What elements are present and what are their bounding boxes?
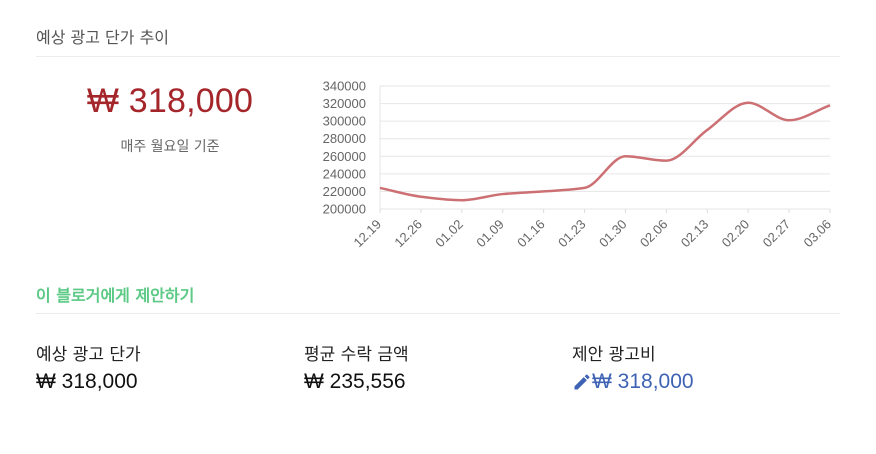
y-tick-label: 280000 — [323, 131, 366, 146]
y-tick-label: 220000 — [323, 184, 366, 199]
series-line — [379, 101, 831, 202]
x-tick-label: 01.23 — [555, 217, 589, 251]
x-tick-label: 02.06 — [637, 217, 671, 251]
pencil-icon[interactable] — [572, 372, 592, 392]
divider-top — [36, 56, 840, 57]
price-trend-chart: 340000 320000 300000 280000 260000 240000 2200… — [323, 79, 835, 251]
x-tick-label: 01.30 — [596, 217, 630, 251]
stat-value-average-accepted: ₩ 235,556 — [304, 370, 406, 393]
x-tick-label: 01.02 — [432, 217, 466, 251]
stat-label-proposed-fee: 제안 광고비 — [572, 345, 656, 365]
x-tick-label: 02.27 — [760, 217, 794, 251]
x-tick-label: 12.19 — [351, 217, 385, 251]
stat-label-average-accepted: 평균 수락 금액 — [304, 345, 409, 365]
x-tick-label: 12.26 — [391, 217, 425, 251]
stat-value-proposed-fee: ₩ 318,000 — [592, 370, 694, 393]
y-tick-label: 200000 — [323, 202, 366, 217]
y-tick-label: 300000 — [323, 114, 366, 129]
y-tick-label: 240000 — [323, 166, 366, 181]
chart-series — [379, 101, 831, 202]
x-tick-label: 02.20 — [719, 217, 753, 251]
proposed-fee-edit-button[interactable]: ₩ 318,000 — [572, 370, 694, 394]
current-price: ₩ 318,000 — [86, 82, 254, 120]
y-tick-label: 260000 — [323, 149, 366, 164]
x-tick-label: 01.16 — [514, 217, 548, 251]
y-tick-label: 340000 — [323, 79, 366, 94]
section-title: 예상 광고 단가 추이 — [36, 28, 170, 47]
stat-value-expected-price: ₩ 318,000 — [36, 370, 138, 393]
stat-label-expected-price: 예상 광고 단가 — [36, 345, 141, 365]
divider-bottom — [36, 313, 840, 314]
y-tick-label: 320000 — [323, 96, 366, 111]
x-tick-label: 01.09 — [473, 217, 507, 251]
x-axis-ticks: 12.19 12.26 01.02 01.09 01.16 01.23 01.30 02.06… — [351, 209, 835, 251]
chart-grid — [379, 85, 830, 210]
x-tick-label: 03.06 — [801, 217, 835, 251]
y-axis-ticks: 340000 320000 300000 280000 260000 240000 2200… — [323, 79, 366, 217]
x-tick-label: 02.13 — [678, 217, 712, 251]
propose-to-blogger-link[interactable]: 이 블로거에게 제안하기 — [36, 286, 195, 305]
price-note: 매주 월요일 기준 — [120, 139, 220, 155]
